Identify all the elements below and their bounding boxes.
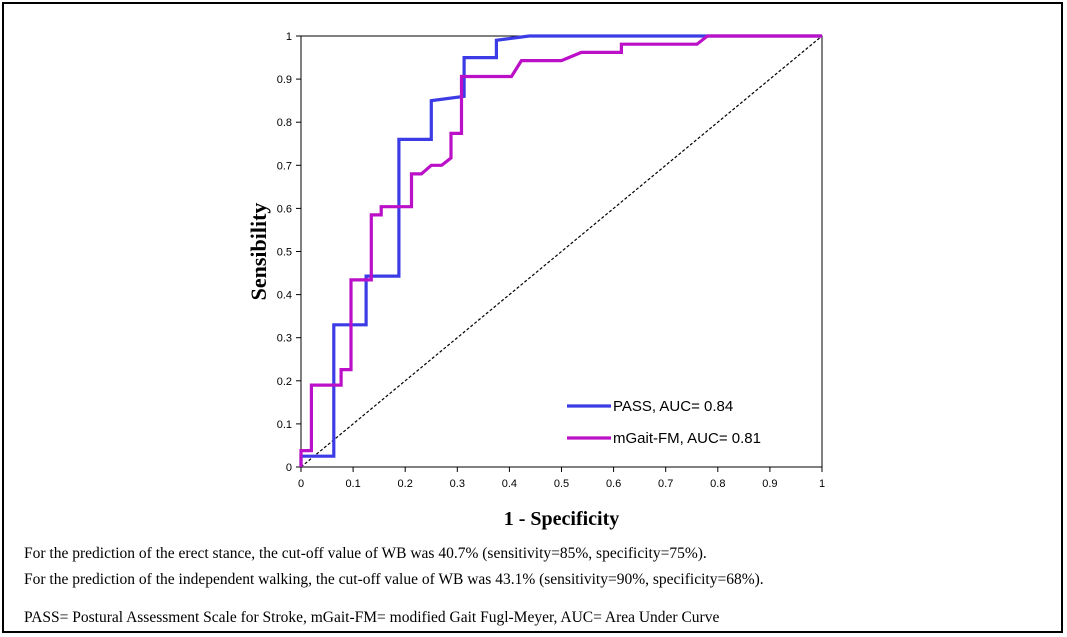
legend: PASS, AUC= 0.84 mGait-FM, AUC= 0.81 xyxy=(567,398,761,447)
y-tick-label: 0 xyxy=(286,462,292,474)
caption-independent-walking: For the prediction of the independent wa… xyxy=(24,571,764,588)
legend-label: mGait-FM, AUC= 0.81 xyxy=(613,430,761,447)
x-tick-label: 0.1 xyxy=(345,478,360,490)
y-tick-label: 0.5 xyxy=(277,247,292,259)
x-tick-label: 0.4 xyxy=(502,478,517,490)
y-axis-title: Sensibility xyxy=(246,203,271,301)
x-tick-label: 1 xyxy=(819,478,825,490)
y-tick-label: 0.2 xyxy=(277,376,292,388)
caption-abbreviations: PASS= Postural Assessment Scale for Stro… xyxy=(24,609,720,626)
x-tick-label: 0.6 xyxy=(606,478,621,490)
y-tick-label: 0.4 xyxy=(277,290,292,302)
reference-diagonal-line xyxy=(300,35,823,468)
y-tick-label: 0.8 xyxy=(277,117,292,129)
y-tick-label: 1 xyxy=(286,31,292,43)
y-tick-label: 0.9 xyxy=(277,74,292,86)
legend-label: PASS, AUC= 0.84 xyxy=(613,398,733,415)
x-tick-label: 0.8 xyxy=(710,478,725,490)
x-tick-label: 0.7 xyxy=(658,478,673,490)
roc-chart: 0 0.1 0.2 0.3 0.4 0.5 0.6 0.7 0.8 0.9 1 0 0.1 0.2 0.3 0… xyxy=(246,31,825,530)
x-tick-label: 0.5 xyxy=(554,478,569,490)
y-tick-label: 0.7 xyxy=(277,160,292,172)
y-tick-label: 0.1 xyxy=(277,419,292,431)
roc-curve-line xyxy=(299,34,822,467)
plot-area: 0 0.1 0.2 0.3 0.4 0.5 0.6 0.7 0.8 0.9 1 0 0.1 0.2 0.3 0… xyxy=(246,31,825,530)
x-tick-label: 0.3 xyxy=(450,478,465,490)
roc-curve-line xyxy=(299,34,822,467)
y-tick-label: 0.6 xyxy=(277,203,292,215)
x-axis-title: 1 - Specificity xyxy=(504,508,620,530)
y-tick-label: 0.3 xyxy=(277,333,292,345)
caption-erect-stance: For the prediction of the erect stance, … xyxy=(24,545,707,562)
x-tick-label: 0.2 xyxy=(398,478,413,490)
x-tick-label: 0 xyxy=(298,478,304,490)
x-tick-label: 0.9 xyxy=(762,478,777,490)
